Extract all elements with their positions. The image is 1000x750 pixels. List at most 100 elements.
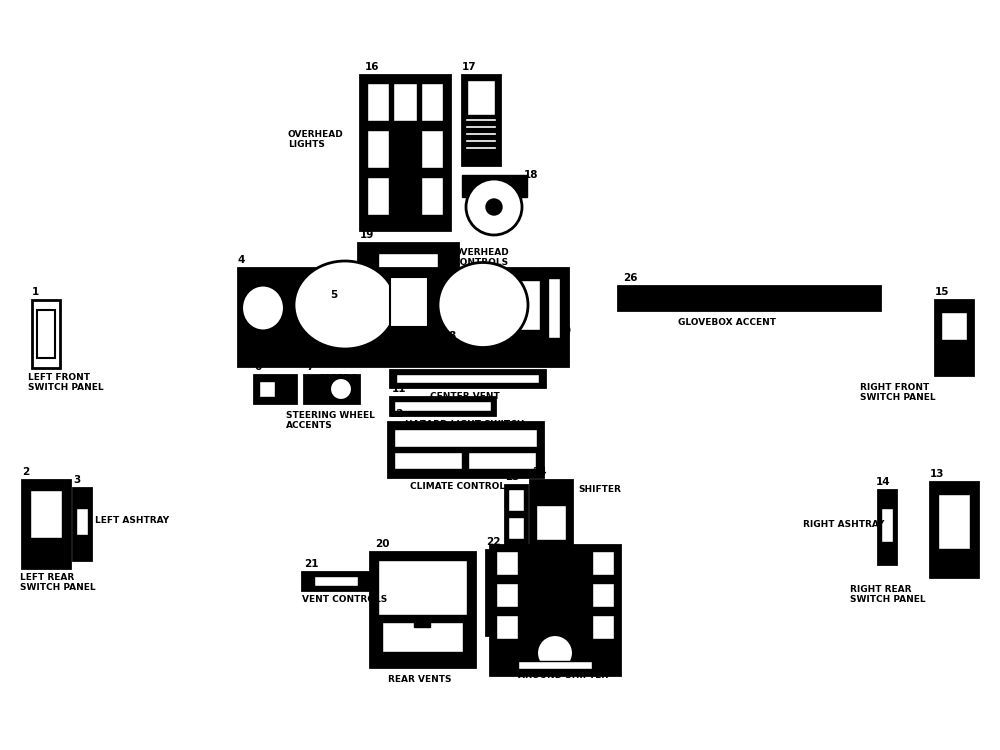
Text: SCREEN: SCREEN (451, 349, 491, 358)
Bar (453, 280, 548, 330)
Bar (467, 80, 495, 115)
Circle shape (537, 635, 573, 671)
Bar (505, 485, 527, 545)
Text: CLIMATE CONTROL: CLIMATE CONTROL (410, 482, 505, 491)
Text: 14: 14 (876, 477, 891, 487)
Text: SHIFTER: SHIFTER (578, 485, 621, 494)
Bar (592, 583, 614, 607)
Text: 11: 11 (392, 384, 406, 394)
Bar (304, 375, 359, 403)
Bar (378, 560, 467, 615)
Bar (367, 130, 389, 168)
Bar (390, 370, 545, 387)
Text: 8: 8 (448, 331, 455, 341)
Bar (941, 312, 967, 340)
Circle shape (486, 199, 502, 215)
Text: 18: 18 (524, 170, 538, 180)
Text: 21: 21 (304, 559, 318, 569)
Text: HAZARD LIGHT SWITCH: HAZARD LIGHT SWITCH (405, 420, 524, 429)
Text: RIGHT REAR
SWITCH PANEL: RIGHT REAR SWITCH PANEL (850, 585, 926, 604)
Bar (462, 75, 500, 165)
Polygon shape (618, 286, 636, 310)
Text: 6: 6 (254, 362, 261, 372)
Text: LEFT ASHTRAY: LEFT ASHTRAY (95, 516, 169, 525)
Bar (73, 488, 91, 560)
Text: GLOVEBOX ACCENT: GLOVEBOX ACCENT (678, 318, 776, 327)
Bar (367, 83, 389, 121)
Text: 5: 5 (330, 290, 337, 300)
Bar (540, 268, 568, 366)
Bar (388, 422, 543, 477)
Bar (618, 286, 880, 310)
Bar (496, 583, 518, 607)
Bar (30, 490, 62, 538)
Text: 12: 12 (390, 409, 404, 419)
Bar (592, 551, 614, 575)
Bar (486, 550, 498, 635)
Bar (254, 375, 296, 403)
Text: 24: 24 (532, 467, 547, 477)
Bar (930, 482, 978, 577)
Text: 13: 13 (930, 469, 944, 479)
Text: LEFT FRONT
SWITCH PANEL: LEFT FRONT SWITCH PANEL (28, 373, 104, 392)
Text: 9: 9 (564, 326, 571, 336)
Text: RIGHT ASHTRAY: RIGHT ASHTRAY (803, 520, 884, 529)
Bar (462, 175, 527, 197)
Text: CENTER VENT: CENTER VENT (430, 392, 500, 401)
Text: LEFT REAR
SWITCH PANEL: LEFT REAR SWITCH PANEL (20, 573, 96, 592)
Text: OVERHEAD STORAGE: OVERHEAD STORAGE (380, 288, 487, 297)
Bar (508, 489, 524, 511)
Text: 23: 23 (505, 472, 520, 482)
Text: 22: 22 (486, 537, 501, 547)
Bar (421, 83, 443, 121)
Text: OVERHEAD
CONTROLS: OVERHEAD CONTROLS (454, 248, 510, 268)
Text: 26: 26 (623, 273, 638, 283)
Bar (378, 253, 438, 271)
Bar (490, 545, 620, 675)
Bar (32, 300, 60, 368)
Bar (76, 508, 88, 535)
Text: 15: 15 (935, 287, 950, 297)
Bar (382, 622, 463, 652)
Ellipse shape (294, 261, 396, 349)
Text: 16: 16 (365, 62, 380, 72)
Ellipse shape (242, 286, 284, 331)
Bar (414, 619, 430, 627)
Bar (302, 572, 370, 590)
Bar (360, 75, 450, 230)
Text: 2: 2 (22, 467, 29, 477)
Bar (592, 615, 614, 639)
Bar (421, 177, 443, 215)
Text: SPEEDO: SPEEDO (318, 374, 359, 383)
Bar (496, 551, 518, 575)
Bar (496, 615, 518, 639)
Bar (878, 490, 896, 564)
Bar (394, 401, 491, 411)
Bar (396, 374, 539, 383)
Bar (935, 300, 973, 375)
Bar (530, 480, 572, 600)
Text: AROUND SHIFTER: AROUND SHIFTER (518, 671, 608, 680)
Text: 20: 20 (375, 539, 390, 549)
Bar (390, 397, 495, 415)
Bar (393, 83, 417, 121)
Bar (536, 505, 566, 540)
Bar (508, 517, 524, 539)
Bar (938, 494, 970, 549)
Bar (314, 576, 358, 586)
Bar (443, 272, 558, 344)
Bar (22, 480, 70, 568)
Ellipse shape (438, 262, 528, 347)
Bar (37, 310, 55, 358)
Bar (468, 452, 536, 469)
Text: 7: 7 (306, 362, 313, 372)
Circle shape (466, 179, 522, 235)
Text: 10: 10 (392, 357, 406, 367)
Bar (259, 381, 275, 397)
Bar (518, 661, 592, 669)
Text: 17: 17 (462, 62, 477, 72)
Bar (238, 268, 568, 366)
Text: 1: 1 (32, 287, 39, 297)
Bar (367, 177, 389, 215)
Text: OVERHEAD
LIGHTS: OVERHEAD LIGHTS (288, 130, 344, 149)
